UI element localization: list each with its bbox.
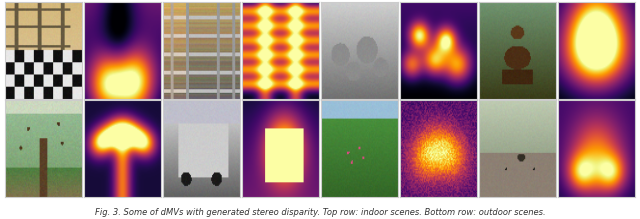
Text: Fig. 3. Some of dMVs with generated stereo disparity. Top row: indoor scenes. Bo: Fig. 3. Some of dMVs with generated ster… bbox=[95, 208, 545, 217]
